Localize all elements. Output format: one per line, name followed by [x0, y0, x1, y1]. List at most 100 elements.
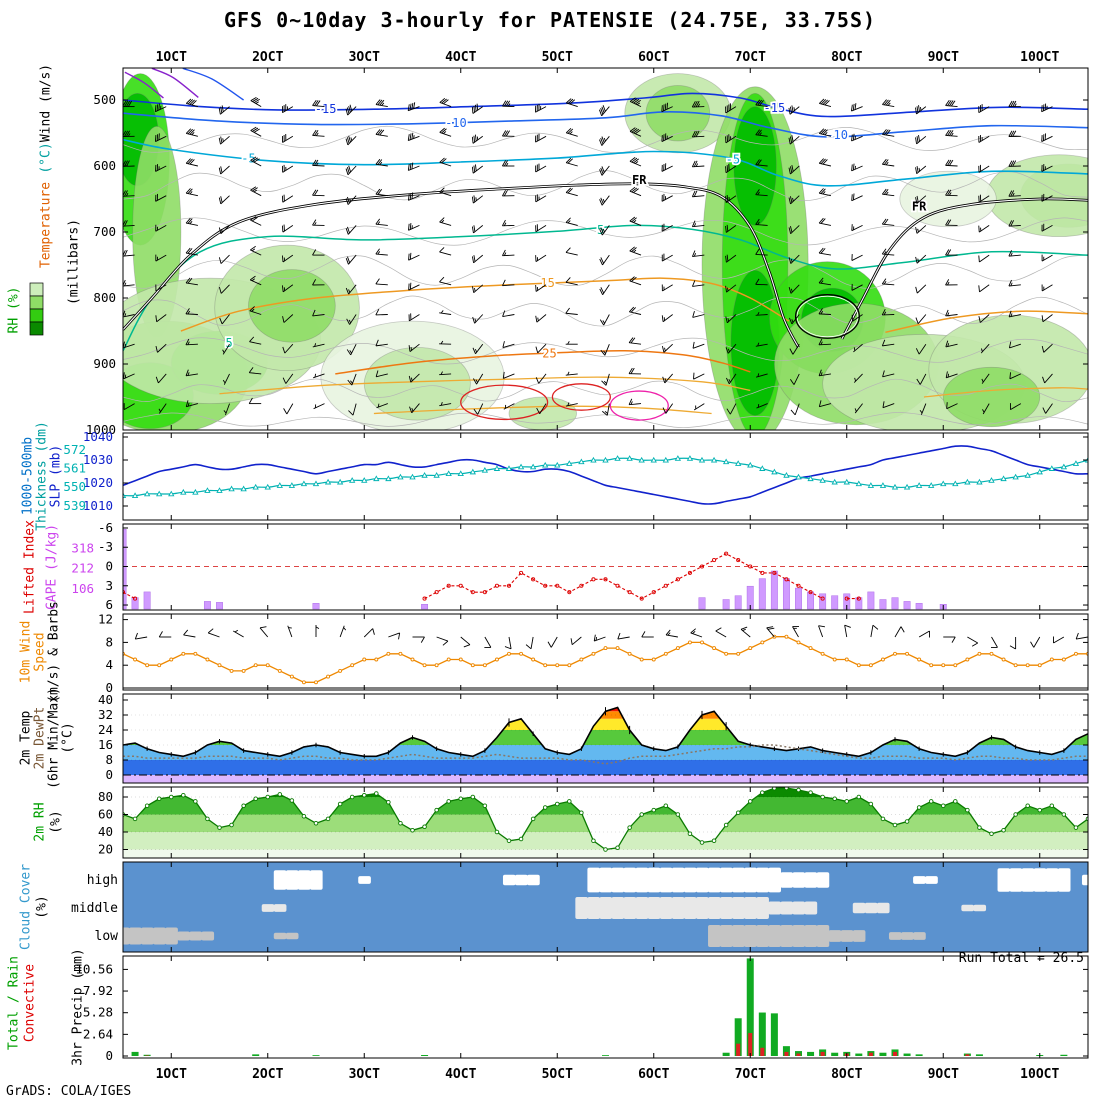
y-tick-label: 7.92 — [83, 983, 113, 998]
contour-label: -15 — [764, 101, 786, 115]
y-tick-label: 539 — [63, 498, 86, 513]
clip-p2-group — [123, 445, 1088, 505]
temp-axis-label-degc: (°C) — [38, 142, 54, 174]
contour-label: -5 — [726, 152, 740, 166]
contour-label: FR — [632, 173, 647, 187]
contour-label: 5 — [597, 223, 604, 237]
rh-colorbar-swatch — [29, 295, 44, 310]
clip-p8-group — [131, 958, 1068, 1056]
temp-axis-label: Temperature — [38, 181, 54, 269]
precip-legend-total: Total / Rain — [6, 956, 22, 1050]
x-axis-label: 8OCT — [831, 50, 862, 65]
rh-axis-label: RH (%) — [6, 286, 22, 334]
clip-p4-group — [123, 624, 1088, 689]
x-axis-label: 3OCT — [349, 1067, 380, 1082]
y-tick-label: 20 — [98, 842, 113, 857]
clip-p1-group: -15 -15 -10 -10 -5 -5 5 5 15 25 FR FR — [123, 68, 1088, 430]
y-tick-label: 700 — [93, 224, 116, 239]
cloud-axis-label-pct: (%) — [34, 895, 50, 919]
y-tick-label: 561 — [63, 461, 86, 476]
x-axis-label: 10OCT — [1020, 1067, 1059, 1082]
contour-label: 5 — [226, 336, 233, 350]
cloud-row-label: middle — [71, 901, 118, 916]
x-axis-label: 5OCT — [542, 1067, 573, 1082]
y-tick-label: 0 — [105, 559, 113, 574]
y-tick-label: 600 — [93, 158, 116, 173]
cape-axis-label: CAPE (J/kg) — [44, 523, 60, 611]
y-tick-label: -3 — [98, 539, 113, 554]
wind-axis-label: Wind (m/s) — [38, 63, 54, 143]
contour-label: FR — [912, 199, 927, 213]
x-axis-label: 4OCT — [445, 50, 476, 65]
x-axis-label: 1OCT — [156, 50, 187, 65]
temp2m-axis-label-4: (°C) — [60, 722, 76, 754]
temp2m-axis-label-3: (6hr Min/Max) — [46, 687, 62, 789]
lifted-index-axis-label: Lifted Index — [22, 520, 38, 614]
wind10m-axis-label-1: 10m Wind — [18, 620, 34, 684]
rh2m-axis-label: 2m RH — [32, 802, 48, 842]
cloud-row-label: high — [87, 873, 118, 888]
rh-colorbar-swatch — [29, 282, 44, 297]
temp2m-axis-label-1: 2m Temp — [18, 710, 34, 766]
contour-label: 15 — [540, 276, 554, 290]
y-tick-label: 1040 — [83, 429, 113, 444]
chart-title: GFS 0~10day 3-hourly for PATENSIE (24.75… — [223, 8, 877, 32]
y-tick-label: 12 — [98, 612, 113, 627]
x-axis-label: 2OCT — [252, 1067, 283, 1082]
x-axis-label: 6OCT — [638, 50, 669, 65]
y-tick-label: 1010 — [83, 498, 113, 513]
y-tick-label: 60 — [98, 807, 113, 822]
x-axis-label: 7OCT — [735, 1067, 766, 1082]
contour-label: -10 — [445, 116, 467, 130]
x-axis-label: 2OCT — [252, 50, 283, 65]
y-tick-label: 8 — [105, 634, 113, 649]
clip-p7-group — [123, 867, 1088, 948]
thickness-range-label: 1000-500mb — [20, 436, 36, 516]
y-tick-label: 1000 — [86, 422, 116, 437]
y-tick-label: 32 — [98, 707, 113, 722]
y-tick-label: -6 — [98, 520, 113, 535]
y-tick-label: 212 — [71, 561, 94, 576]
grads-credit: GrADS: COLA/IGES — [6, 1084, 132, 1099]
contour-label: -10 — [826, 128, 848, 142]
x-axis-label: 9OCT — [928, 1067, 959, 1082]
y-tick-label: 318 — [71, 541, 94, 556]
contour-label: 25 — [542, 346, 556, 360]
y-tick-label: 106 — [71, 581, 94, 596]
x-axis-label: 10OCT — [1020, 50, 1059, 65]
thickness-axis-label: Thickness (dm) — [34, 421, 50, 531]
y-tick-label: 8 — [105, 752, 113, 767]
y-tick-label: 3 — [105, 578, 113, 593]
x-axis-label: 5OCT — [542, 50, 573, 65]
y-tick-label: 10.56 — [75, 961, 113, 976]
y-tick-label: 0 — [105, 680, 113, 695]
rh-colorbar-swatch — [29, 321, 44, 336]
temp2m-axis-label-2: 2m DewPt — [32, 706, 48, 770]
cloud-axis-label: Cloud Cover — [18, 863, 34, 951]
clip-p3-group — [123, 528, 1088, 610]
y-tick-label: 1030 — [83, 452, 113, 467]
x-axis-label: 6OCT — [638, 1067, 669, 1082]
x-axis-label: 4OCT — [445, 1067, 476, 1082]
rh2m-axis-label-pct: (%) — [48, 810, 64, 834]
contour-label: -15 — [315, 102, 337, 116]
precip-legend-convective: Convective — [22, 963, 38, 1043]
y-tick-label: 16 — [98, 737, 113, 752]
y-tick-label: 5.28 — [83, 1005, 113, 1020]
y-tick-label: 6 — [105, 597, 113, 612]
x-axis-label: 3OCT — [349, 50, 380, 65]
run-total-label: Run Total = 26.5 — [958, 951, 1084, 966]
y-tick-label: 40 — [98, 692, 113, 707]
precip-axis-label: 3hr Precip (mm) — [70, 948, 86, 1066]
cloud-row-label: low — [95, 929, 119, 944]
contour-label: -5 — [241, 152, 255, 166]
y-tick-label: 80 — [98, 789, 113, 804]
y-tick-label: 40 — [98, 824, 113, 839]
slp-axis-label: SLP (mb) — [48, 444, 64, 508]
x-axis-label: 9OCT — [928, 50, 959, 65]
y-tick-label: 900 — [93, 356, 116, 371]
x-axis-label: 1OCT — [156, 1067, 187, 1082]
y-tick-label: 500 — [93, 92, 116, 107]
